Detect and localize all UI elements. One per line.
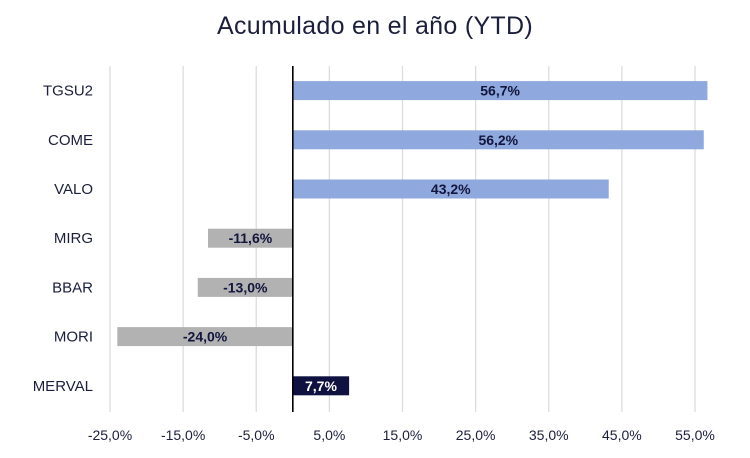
data-label: 7,7% <box>305 378 337 394</box>
bar-merval <box>292 376 350 396</box>
chart-title: Acumulado en el año (YTD) <box>217 12 533 40</box>
category-label: MORI <box>54 329 93 346</box>
x-tick-label: 15,0% <box>383 427 423 443</box>
x-tick-label: -25,0% <box>88 427 132 443</box>
bar-valo <box>292 179 609 199</box>
data-label: -11,6% <box>229 230 273 246</box>
category-label: TGSU2 <box>43 83 93 100</box>
x-tick-label: 55,0% <box>675 427 715 443</box>
x-tick-label: 35,0% <box>529 427 569 443</box>
x-tick-label: 25,0% <box>456 427 496 443</box>
bar-bbar <box>197 277 293 297</box>
bar-come <box>292 130 704 150</box>
bar-mori <box>117 327 293 347</box>
x-tick-label: -5,0% <box>238 427 275 443</box>
x-tick-label: 5,0% <box>313 427 345 443</box>
data-label: -13,0% <box>223 279 268 295</box>
data-label: 56,7% <box>480 83 520 99</box>
category-label: MIRG <box>54 230 93 247</box>
category-label: BBAR <box>52 279 93 296</box>
data-label: 56,2% <box>478 132 518 148</box>
category-label: COME <box>48 132 93 149</box>
bar-mirg <box>207 228 293 248</box>
category-label: MERVAL <box>33 378 93 395</box>
x-tick-label: 45,0% <box>602 427 642 443</box>
data-label: -24,0% <box>183 329 228 345</box>
data-label: 43,2% <box>431 181 471 197</box>
x-tick-label: -15,0% <box>161 427 205 443</box>
category-label: VALO <box>54 181 93 198</box>
bar-tgsu2 <box>292 81 708 101</box>
